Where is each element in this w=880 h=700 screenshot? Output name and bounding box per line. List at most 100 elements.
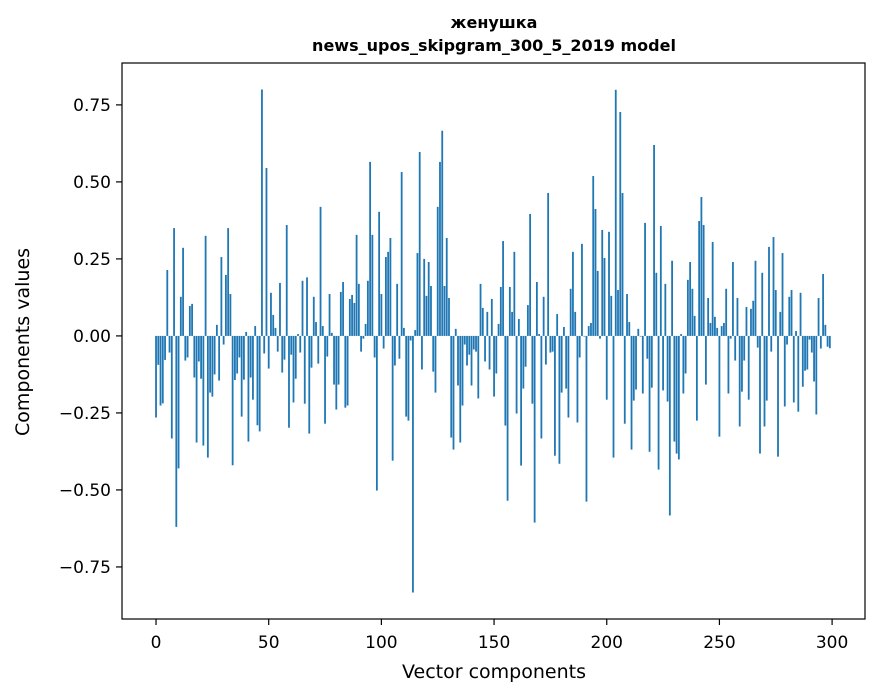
bar-122 [430, 286, 432, 336]
bar-222 [655, 272, 658, 336]
bar-2 [159, 335, 162, 406]
bar-114 [412, 335, 414, 593]
bar-76 [326, 335, 329, 357]
bar-208 [623, 335, 626, 424]
bar-184 [569, 288, 572, 336]
bar-115 [414, 330, 417, 336]
bar-188 [578, 335, 581, 358]
bar-44 [254, 326, 257, 336]
bar-12 [182, 247, 184, 336]
bar-199 [603, 257, 606, 336]
bar-32 [227, 228, 230, 336]
bar-139 [468, 335, 471, 355]
bar-126 [439, 161, 441, 336]
bar-51 [270, 292, 272, 336]
bar-218 [646, 335, 649, 359]
x-tick-label: 100 [365, 633, 397, 653]
bar-294 [817, 298, 820, 336]
bar-36 [236, 335, 239, 374]
bar-127 [441, 130, 444, 336]
bar-165 [526, 305, 529, 336]
bar-151 [495, 335, 498, 374]
bar-130 [448, 298, 450, 336]
x-tick-label: 0 [151, 633, 162, 653]
bar-275 [774, 290, 777, 336]
x-axis-label: Vector components [402, 661, 586, 683]
bar-67 [306, 277, 308, 336]
bar-228 [668, 335, 671, 516]
bar-83 [342, 282, 344, 336]
bar-290 [808, 335, 811, 340]
bar-297 [824, 324, 827, 336]
bar-47 [261, 89, 263, 336]
bar-75 [324, 335, 326, 424]
bar-239 [693, 315, 696, 336]
bar-186 [574, 311, 577, 336]
bar-211 [630, 335, 633, 450]
bar-3 [161, 335, 164, 404]
bar-247 [711, 241, 714, 336]
bar-34 [231, 335, 234, 466]
bar-251 [720, 326, 723, 336]
bar-281 [788, 296, 791, 336]
bar-180 [560, 335, 563, 393]
bar-166 [529, 213, 532, 336]
bar-219 [648, 335, 651, 452]
bar-71 [315, 322, 317, 336]
bar-31 [224, 274, 227, 336]
bar-26 [213, 335, 216, 375]
bar-62 [294, 335, 297, 379]
bar-169 [535, 282, 538, 336]
bar-103 [387, 251, 390, 336]
chart-title: женушка [451, 13, 538, 32]
bar-158 [511, 311, 513, 336]
bar-58 [285, 225, 288, 336]
bar-268 [759, 335, 761, 454]
y-axis: −0.75 −0.50 −0.25 0.00 0.25 0.50 0.75 [59, 96, 122, 578]
bar-4 [164, 335, 166, 360]
bar-123 [432, 335, 435, 372]
bar-216 [641, 335, 644, 394]
bar-91 [360, 335, 363, 352]
bar-141 [472, 335, 475, 350]
bar-0 [155, 335, 157, 418]
bar-264 [750, 308, 752, 336]
bar-181 [563, 326, 565, 336]
bar-193 [590, 322, 592, 336]
bar-237 [689, 261, 692, 336]
bar-152 [497, 323, 500, 336]
bar-140 [470, 335, 473, 386]
bar-133 [454, 328, 457, 336]
bar-105 [391, 335, 394, 461]
bar-214 [637, 328, 640, 336]
bar-61 [292, 335, 295, 403]
bar-101 [382, 335, 385, 349]
bar-116 [416, 253, 419, 336]
bar-277 [779, 311, 782, 336]
bar-135 [459, 335, 462, 443]
bar-119 [423, 258, 426, 336]
bar-89 [355, 234, 358, 336]
bar-298 [826, 335, 829, 347]
bar-64 [299, 335, 302, 353]
bar-292 [813, 335, 815, 382]
bar-45 [256, 335, 259, 426]
bar-109 [400, 172, 403, 336]
x-tick-label: 250 [703, 633, 735, 653]
bar-18 [195, 335, 198, 443]
x-tick-label: 300 [816, 633, 848, 653]
bar-234 [682, 335, 685, 394]
bar-250 [718, 335, 721, 437]
bar-206 [619, 111, 622, 336]
bar-142 [475, 335, 477, 352]
bar-192 [587, 326, 590, 336]
bar-132 [452, 335, 455, 450]
bar-227 [666, 335, 669, 402]
bar-291 [810, 335, 813, 353]
bar-157 [508, 286, 511, 336]
bar-35 [234, 335, 236, 380]
bar-15 [188, 306, 191, 336]
bar-174 [547, 192, 550, 336]
bar-178 [556, 314, 559, 336]
bar-57 [283, 335, 286, 360]
